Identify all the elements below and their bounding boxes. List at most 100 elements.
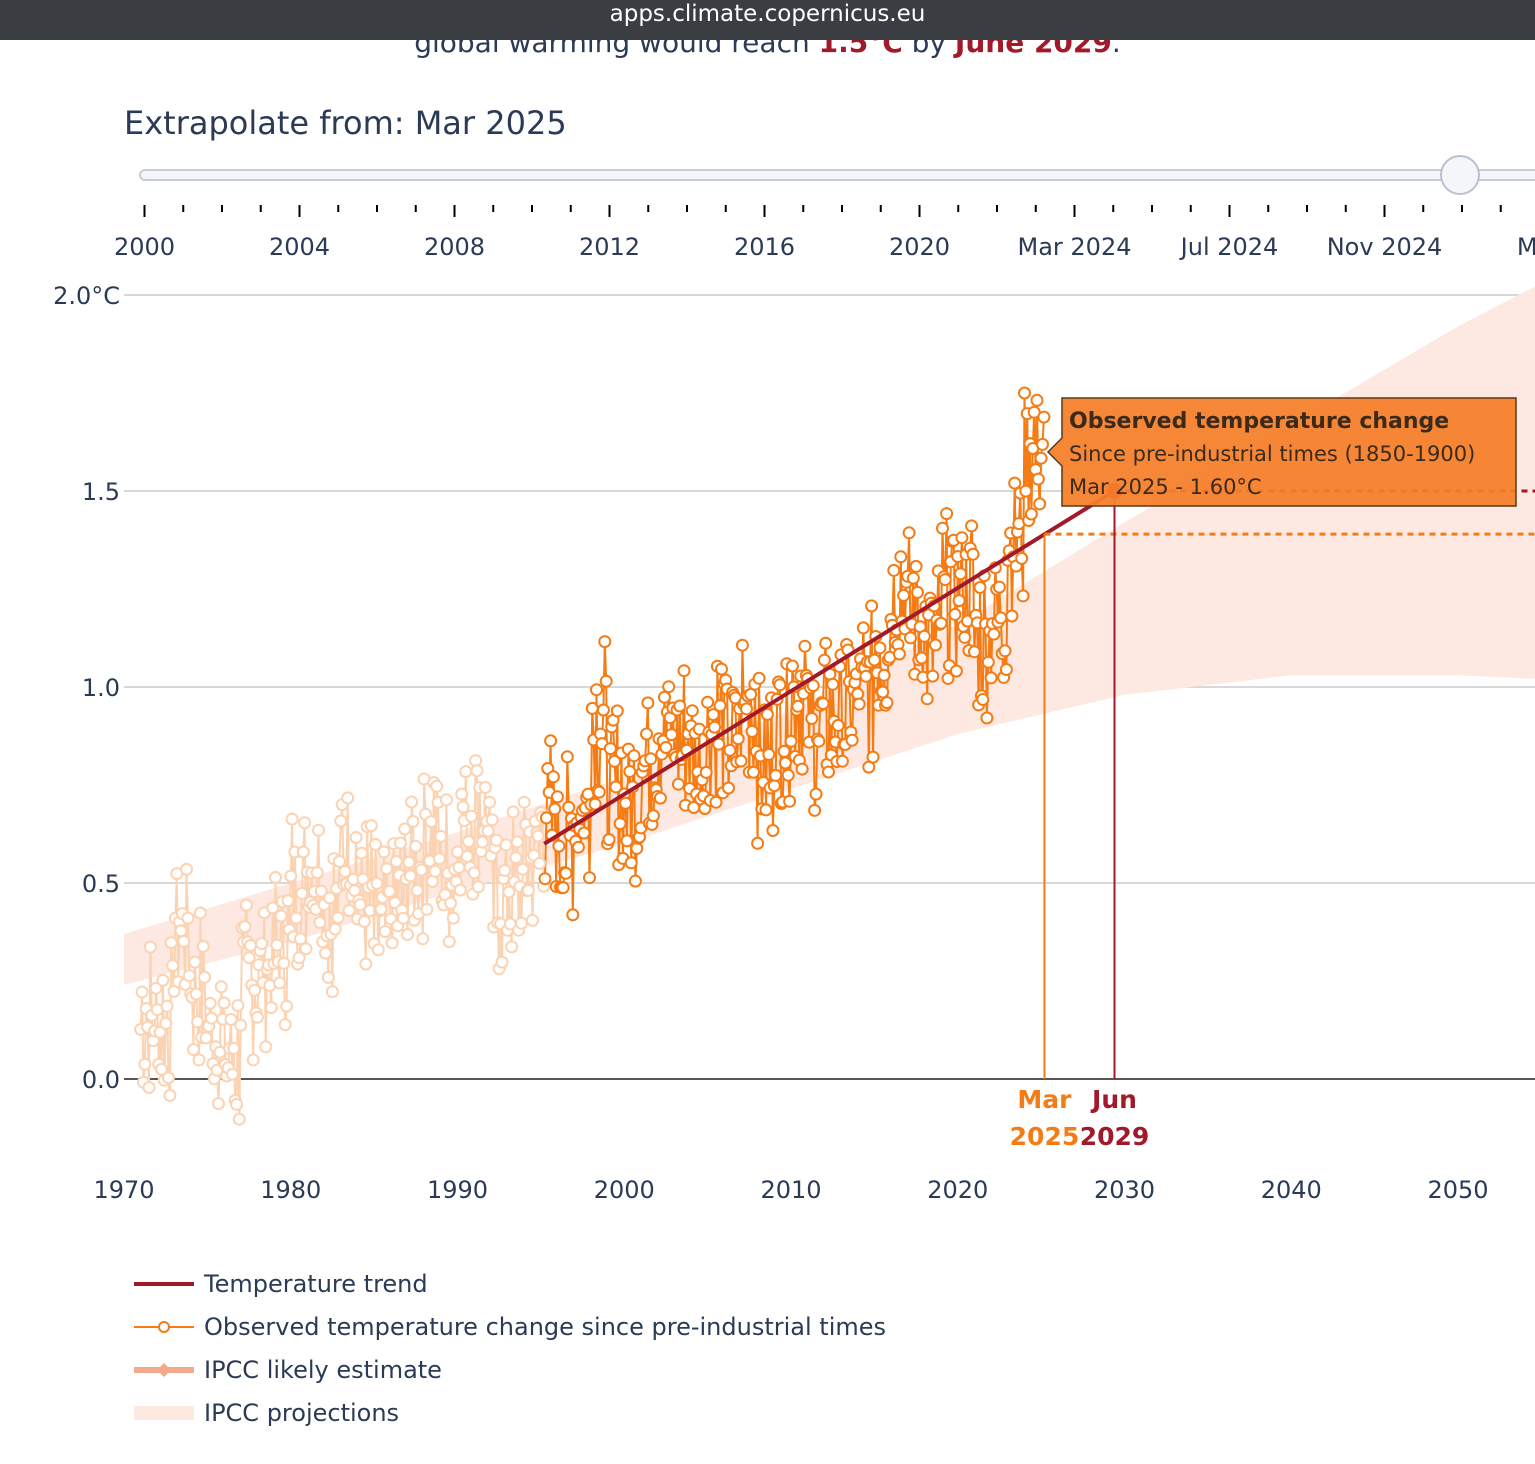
observed-point[interactable] [370, 876, 384, 890]
observed-point[interactable] [328, 922, 342, 936]
observed-point[interactable] [603, 742, 617, 756]
observed-point[interactable] [805, 712, 819, 725]
observed-point[interactable] [936, 521, 949, 535]
observed-point[interactable] [538, 872, 552, 886]
observed-point[interactable] [735, 638, 749, 652]
observed-point[interactable] [264, 1001, 278, 1015]
observed-point[interactable] [966, 547, 980, 561]
observed-point[interactable] [873, 641, 887, 655]
observed-point[interactable] [723, 743, 737, 757]
observed-point[interactable] [174, 924, 188, 938]
observed-point[interactable] [357, 915, 371, 928]
observed-point[interactable] [295, 886, 309, 900]
observed-point[interactable] [259, 1040, 273, 1054]
observed-point[interactable] [798, 639, 812, 653]
observed-point[interactable] [460, 849, 474, 863]
observed-point[interactable] [767, 779, 781, 793]
observed-point[interactable] [1034, 451, 1048, 465]
observed-point[interactable] [321, 970, 335, 984]
observed-point[interactable] [760, 707, 774, 721]
observed-point[interactable] [359, 957, 373, 971]
observed-point[interactable] [459, 765, 473, 779]
observed-point[interactable] [539, 811, 553, 825]
observed-point[interactable] [546, 770, 560, 784]
observed-point[interactable] [708, 720, 722, 734]
observed-point[interactable] [294, 932, 307, 946]
observed-point[interactable] [980, 711, 994, 725]
observed-point[interactable] [571, 840, 585, 854]
observed-point[interactable] [414, 863, 428, 877]
observed-point[interactable] [338, 865, 352, 878]
observed-point[interactable] [785, 659, 799, 673]
observed-point[interactable] [428, 864, 442, 878]
observed-point[interactable] [759, 803, 773, 817]
observed-point[interactable] [751, 836, 765, 850]
observed-point[interactable] [278, 1018, 292, 1032]
observed-point[interactable] [906, 571, 920, 585]
observed-point[interactable] [544, 734, 558, 748]
observed-point[interactable] [274, 909, 288, 923]
observed-point[interactable] [355, 846, 369, 860]
observed-point[interactable] [434, 829, 448, 843]
observed-point[interactable] [967, 645, 981, 659]
legend-item-ipcc-projections[interactable]: IPCC projections [134, 1391, 886, 1434]
observed-point[interactable] [499, 838, 513, 852]
observed-point[interactable] [410, 884, 424, 898]
observed-point[interactable] [239, 898, 253, 912]
observed-point[interactable] [623, 765, 637, 778]
observed-point[interactable] [973, 581, 987, 594]
observed-point[interactable] [270, 938, 284, 952]
observed-point[interactable] [485, 813, 499, 827]
observed-point[interactable] [231, 999, 245, 1012]
observed-point[interactable] [371, 943, 385, 957]
observed-point[interactable] [552, 839, 566, 853]
observed-point[interactable] [859, 669, 873, 683]
observed-point[interactable] [319, 946, 332, 960]
observed-point[interactable] [766, 824, 780, 837]
observed-point[interactable] [405, 795, 419, 809]
observed-point[interactable] [416, 932, 430, 946]
observed-point[interactable] [242, 951, 256, 965]
observed-point[interactable] [181, 911, 195, 925]
observed-point[interactable] [246, 1053, 260, 1067]
observed-point[interactable] [784, 734, 798, 748]
observed-point[interactable] [911, 585, 924, 599]
observed-point[interactable] [462, 835, 476, 848]
observed-point[interactable] [992, 580, 1006, 594]
observed-point[interactable] [902, 526, 916, 540]
observed-point[interactable] [296, 845, 310, 859]
observed-point[interactable] [673, 699, 687, 713]
observed-point[interactable] [640, 727, 653, 741]
observed-point[interactable] [904, 631, 917, 645]
observed-point[interactable] [478, 781, 492, 794]
observed-point[interactable] [795, 762, 809, 776]
observed-point[interactable] [769, 768, 783, 782]
observed-point[interactable] [495, 955, 509, 969]
observed-point[interactable] [1036, 437, 1049, 451]
observed-point[interactable] [526, 913, 539, 927]
observed-point[interactable] [452, 860, 466, 874]
observed-point[interactable] [1037, 410, 1051, 424]
observed-point[interactable] [514, 916, 528, 930]
observed-point[interactable] [867, 653, 881, 667]
observed-point[interactable] [280, 999, 294, 1013]
observed-point[interactable] [583, 871, 596, 885]
observed-point[interactable] [198, 970, 212, 984]
slider-handle[interactable] [1440, 155, 1480, 195]
observed-point[interactable] [852, 697, 866, 711]
observed-point[interactable] [149, 981, 163, 995]
observed-point[interactable] [188, 955, 202, 969]
observed-point[interactable] [566, 908, 580, 922]
observed-point[interactable] [892, 647, 906, 661]
observed-point[interactable] [505, 940, 519, 954]
observed-point[interactable] [353, 898, 367, 912]
observed-point[interactable] [349, 831, 363, 844]
observed-point[interactable] [752, 671, 766, 685]
observed-point[interactable] [588, 797, 602, 811]
observed-point[interactable] [845, 733, 859, 747]
observed-point[interactable] [740, 702, 753, 716]
observed-point[interactable] [402, 855, 416, 869]
observed-point[interactable] [897, 588, 911, 602]
observed-point[interactable] [378, 925, 392, 938]
observed-point[interactable] [987, 627, 1001, 641]
